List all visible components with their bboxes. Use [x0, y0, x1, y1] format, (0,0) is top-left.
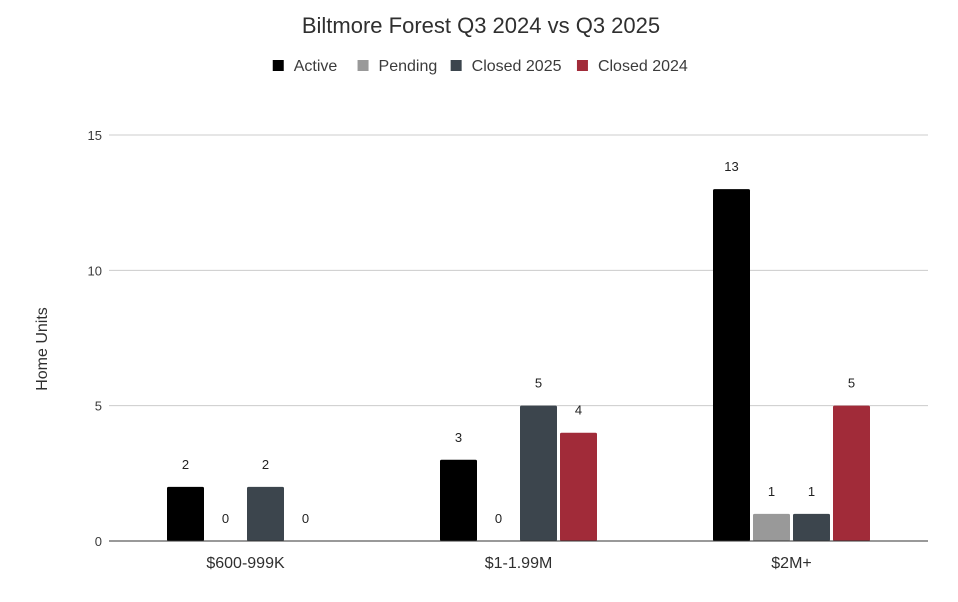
- chart-title: Biltmore Forest Q3 2024 vs Q3 2025: [302, 13, 660, 38]
- bars: [167, 189, 870, 541]
- category-labels: $600-999K $1-1.99M $2M+: [206, 555, 811, 572]
- legend-swatch: [272, 60, 284, 71]
- y-tick-label: 15: [88, 128, 102, 143]
- bar: [753, 513, 790, 541]
- bar: [440, 459, 477, 541]
- y-tick-label: 10: [88, 263, 102, 278]
- legend-label: Pending: [379, 58, 438, 75]
- legend-label: Active: [294, 58, 338, 75]
- bar: [167, 486, 204, 541]
- x-category-label: $2M+: [771, 555, 811, 572]
- y-axis-label: Home Units: [34, 307, 51, 391]
- legend-swatch: [450, 60, 462, 71]
- data-label: 4: [575, 403, 582, 418]
- x-category-label: $600-999K: [206, 555, 285, 572]
- bar: [520, 405, 557, 541]
- data-label: 5: [848, 376, 855, 391]
- data-labels: 2 0 2 0 3 0 5 4 13 1 1 5: [182, 159, 855, 526]
- legend-swatch: [357, 60, 369, 71]
- legend-swatch: [576, 60, 588, 71]
- data-label: 1: [808, 484, 815, 499]
- data-label: 3: [455, 430, 462, 445]
- legend-item: Closed 2024: [576, 58, 688, 75]
- y-axis-ticks: 0 5 10 15: [88, 128, 102, 549]
- legend-item: Active: [272, 58, 338, 75]
- bar: [793, 513, 830, 541]
- data-label: 0: [495, 511, 502, 526]
- data-label: 0: [222, 511, 229, 526]
- data-label: 5: [535, 376, 542, 391]
- bar: [833, 405, 870, 541]
- y-tick-label: 0: [95, 534, 102, 549]
- legend-label: Closed 2025: [472, 58, 562, 75]
- gridlines: [109, 134, 928, 407]
- bar: [560, 432, 597, 541]
- y-tick-label: 5: [95, 399, 102, 414]
- data-label: 0: [302, 511, 309, 526]
- bar: [247, 486, 284, 541]
- legend-item: Closed 2025: [450, 58, 562, 75]
- legend-item: Pending: [357, 58, 438, 75]
- legend: Active Pending Closed 2025 Closed 2024: [272, 58, 688, 75]
- data-label: 13: [724, 159, 738, 174]
- data-label: 2: [182, 457, 189, 472]
- legend-label: Closed 2024: [598, 58, 688, 75]
- x-category-label: $1-1.99M: [485, 555, 553, 572]
- data-label: 2: [262, 457, 269, 472]
- data-label: 1: [768, 484, 775, 499]
- bar: [713, 189, 750, 541]
